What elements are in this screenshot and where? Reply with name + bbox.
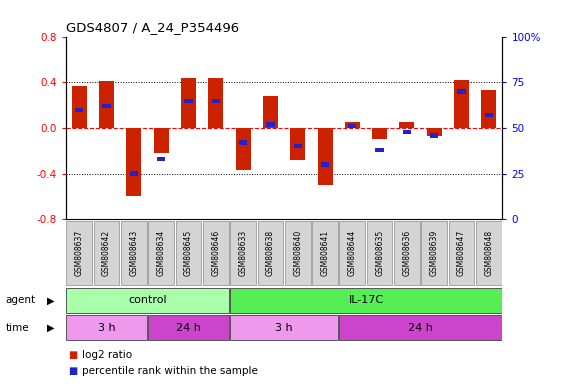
FancyBboxPatch shape: [367, 220, 392, 285]
Bar: [72, 86, 87, 128]
FancyBboxPatch shape: [312, 220, 338, 285]
Bar: [184, 99, 192, 103]
Text: GSM808635: GSM808635: [375, 230, 384, 276]
Bar: [430, 133, 439, 137]
FancyBboxPatch shape: [148, 220, 174, 285]
Text: 24 h: 24 h: [176, 323, 201, 333]
Bar: [263, 96, 278, 128]
Text: GSM808643: GSM808643: [130, 230, 138, 276]
Text: IL-17C: IL-17C: [348, 295, 384, 305]
Bar: [75, 108, 83, 112]
Text: 3 h: 3 h: [275, 323, 293, 333]
Text: GSM808645: GSM808645: [184, 230, 193, 276]
Text: GSM808638: GSM808638: [266, 230, 275, 276]
Text: time: time: [6, 323, 29, 333]
Text: GSM808644: GSM808644: [348, 230, 357, 276]
Text: GSM808642: GSM808642: [102, 230, 111, 276]
Bar: [348, 124, 356, 128]
FancyBboxPatch shape: [230, 288, 502, 313]
Bar: [126, 128, 142, 197]
FancyBboxPatch shape: [285, 220, 311, 285]
Text: GSM808636: GSM808636: [403, 230, 412, 276]
FancyBboxPatch shape: [66, 220, 92, 285]
Bar: [181, 78, 196, 128]
Text: GSM808633: GSM808633: [239, 230, 248, 276]
Text: GSM808646: GSM808646: [211, 230, 220, 276]
Text: ▶: ▶: [47, 295, 54, 305]
Bar: [102, 104, 111, 108]
FancyBboxPatch shape: [230, 220, 256, 285]
Bar: [239, 141, 247, 145]
FancyBboxPatch shape: [476, 220, 502, 285]
FancyBboxPatch shape: [449, 220, 475, 285]
Bar: [457, 89, 466, 94]
Bar: [212, 99, 220, 103]
Text: GSM808640: GSM808640: [293, 230, 302, 276]
FancyBboxPatch shape: [94, 220, 119, 285]
Text: agent: agent: [6, 295, 36, 305]
Text: GSM808637: GSM808637: [75, 230, 84, 276]
Bar: [372, 128, 387, 139]
Bar: [454, 80, 469, 128]
FancyBboxPatch shape: [66, 288, 228, 313]
Bar: [376, 148, 384, 152]
Bar: [403, 129, 411, 134]
FancyBboxPatch shape: [148, 316, 228, 340]
FancyBboxPatch shape: [230, 316, 338, 340]
FancyBboxPatch shape: [258, 220, 283, 285]
Bar: [400, 122, 415, 128]
FancyBboxPatch shape: [394, 220, 420, 285]
FancyBboxPatch shape: [421, 220, 447, 285]
FancyBboxPatch shape: [203, 220, 228, 285]
Text: ■: ■: [69, 366, 78, 376]
Bar: [485, 113, 493, 118]
Bar: [290, 128, 305, 160]
Bar: [130, 172, 138, 176]
Bar: [154, 128, 168, 153]
Text: 3 h: 3 h: [98, 323, 115, 333]
Text: GSM808634: GSM808634: [156, 230, 166, 276]
Text: GDS4807 / A_24_P354496: GDS4807 / A_24_P354496: [66, 21, 239, 34]
Text: control: control: [128, 295, 167, 305]
Bar: [345, 122, 360, 128]
Bar: [236, 128, 251, 170]
Text: ■: ■: [69, 350, 78, 360]
FancyBboxPatch shape: [121, 220, 147, 285]
Bar: [266, 122, 275, 127]
Text: 24 h: 24 h: [408, 323, 433, 333]
Text: GSM808641: GSM808641: [320, 230, 329, 276]
Bar: [99, 81, 114, 128]
Text: GSM808647: GSM808647: [457, 230, 466, 276]
Text: percentile rank within the sample: percentile rank within the sample: [82, 366, 258, 376]
Bar: [317, 128, 332, 185]
Bar: [321, 162, 329, 167]
Bar: [293, 144, 302, 149]
Text: log2 ratio: log2 ratio: [82, 350, 132, 360]
Bar: [481, 91, 496, 128]
Bar: [427, 128, 442, 136]
Text: ▶: ▶: [47, 323, 54, 333]
Bar: [157, 157, 166, 161]
FancyBboxPatch shape: [340, 316, 502, 340]
Bar: [208, 78, 223, 128]
FancyBboxPatch shape: [340, 220, 365, 285]
Text: GSM808648: GSM808648: [484, 230, 493, 276]
Text: GSM808639: GSM808639: [430, 230, 439, 276]
FancyBboxPatch shape: [66, 316, 147, 340]
FancyBboxPatch shape: [176, 220, 202, 285]
